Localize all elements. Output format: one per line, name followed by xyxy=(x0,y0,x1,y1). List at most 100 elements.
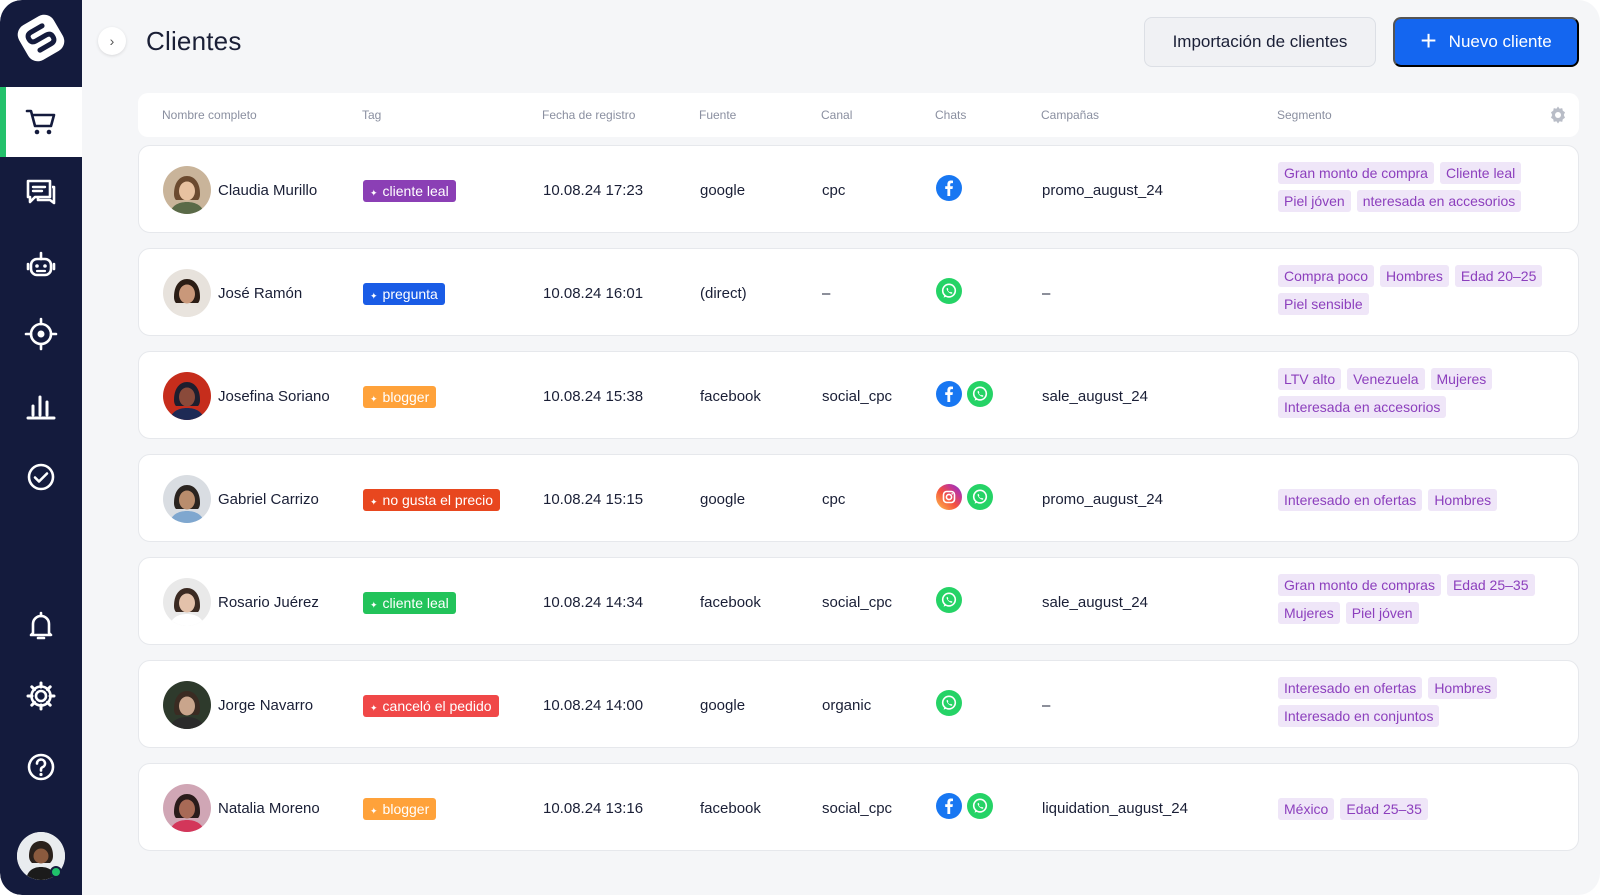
table-row[interactable]: Gabriel Carrizo ✦ no gusta el precio 10.08.… xyxy=(138,454,1579,542)
client-tag[interactable]: ✦ blogger xyxy=(363,798,437,820)
column-header-canal[interactable]: Canal xyxy=(821,108,853,122)
whatsapp-icon[interactable] xyxy=(967,484,993,510)
instagram-icon[interactable] xyxy=(936,484,962,510)
segment-chip[interactable]: Edad 20–25 xyxy=(1454,265,1543,287)
table-row[interactable]: Josefina Soriano ✦ blogger 10.08.24 15:38 fa… xyxy=(138,351,1579,439)
client-channel: social_cpc xyxy=(822,800,893,817)
pin-icon: ✦ xyxy=(370,497,378,507)
client-tag[interactable]: ✦ blogger xyxy=(363,386,437,408)
segment-chip[interactable]: Compra poco xyxy=(1278,265,1375,287)
segment-chip[interactable]: Edad 25–35 xyxy=(1340,798,1428,820)
nav-item-tasks[interactable] xyxy=(0,442,82,512)
whatsapp-icon[interactable] xyxy=(936,278,962,304)
client-name[interactable]: Josefina Soriano xyxy=(218,388,330,405)
registration-date: 10.08.24 16:01 xyxy=(543,285,644,302)
client-source: (direct) xyxy=(700,285,747,302)
segment-chip[interactable]: Interesado en ofertas xyxy=(1278,677,1423,699)
segment-chip[interactable]: Piel jóven xyxy=(1278,190,1351,212)
segment-chip[interactable]: Interesada en accesorios xyxy=(1278,396,1447,418)
online-status-dot xyxy=(50,866,62,878)
client-segments: LTV alto Venezuela Mujeres Interesada en ac… xyxy=(1278,368,1558,418)
segment-chip[interactable]: Gran monto de compras xyxy=(1278,574,1441,596)
segment-chip[interactable]: Piel jóven xyxy=(1345,602,1419,624)
whatsapp-icon[interactable] xyxy=(936,587,962,613)
column-header-chats[interactable]: Chats xyxy=(935,108,967,122)
segment-chip[interactable]: nteresada en accesorios xyxy=(1356,190,1522,212)
client-tag-label: cliente leal xyxy=(382,183,449,199)
segment-chip[interactable]: Gran monto de compra xyxy=(1278,162,1434,184)
column-header-source[interactable]: Fuente xyxy=(699,108,737,122)
pin-icon: ✦ xyxy=(370,291,378,301)
whatsapp-icon[interactable] xyxy=(936,690,962,716)
import-clients-button[interactable]: Importación de clientes xyxy=(1144,17,1376,67)
segment-chip[interactable]: Interesado en ofertas xyxy=(1278,489,1423,511)
table-row[interactable]: Rosario Juérez ✦ cliente leal 10.08.24 14:3… xyxy=(138,557,1579,645)
client-name[interactable]: Rosario Juérez xyxy=(218,594,319,611)
segment-chip[interactable]: Hombres xyxy=(1428,489,1498,511)
client-tag[interactable]: ✦ cliente leal xyxy=(363,592,456,614)
page-title: Clientes xyxy=(146,26,242,56)
segment-chip[interactable]: Cliente leal xyxy=(1439,162,1522,184)
client-channel: cpc xyxy=(822,491,846,508)
nav-item-help[interactable] xyxy=(0,732,82,802)
client-avatar xyxy=(163,475,211,523)
nav-item-notifications[interactable] xyxy=(0,591,82,661)
client-source: facebook xyxy=(700,800,761,817)
table-row[interactable]: Jorge Navarro ✦ canceló el pedido 10.08.24 … xyxy=(138,660,1579,748)
client-avatar xyxy=(163,784,211,832)
segment-chip[interactable]: Piel sensible xyxy=(1278,293,1369,315)
table-row[interactable]: José Ramón ✦ pregunta 10.08.24 16:01 (direct… xyxy=(138,248,1579,336)
segment-chip[interactable]: México xyxy=(1278,798,1335,820)
segment-chip[interactable]: Hombres xyxy=(1380,265,1449,287)
client-name[interactable]: Jorge Navarro xyxy=(218,697,314,714)
new-client-button[interactable]: + Nuevo cliente xyxy=(1393,17,1579,67)
nav-item-bots[interactable] xyxy=(0,230,82,300)
column-header-name[interactable]: Nombre completo xyxy=(162,108,257,122)
facebook-icon[interactable] xyxy=(936,175,962,201)
whatsapp-icon[interactable] xyxy=(967,793,993,819)
segment-chip[interactable]: Mujeres xyxy=(1430,368,1493,390)
segment-chip[interactable]: Edad 25–35 xyxy=(1446,574,1535,596)
nav-item-targeting[interactable] xyxy=(0,299,82,369)
segment-chip[interactable]: Hombres xyxy=(1428,677,1498,699)
client-campaign: sale_august_24 xyxy=(1042,594,1148,611)
segment-chip[interactable]: Mujeres xyxy=(1278,602,1340,624)
nav-item-settings[interactable] xyxy=(0,661,82,731)
client-chats xyxy=(936,484,993,510)
client-tag-label: no gusta el precio xyxy=(382,492,494,508)
column-header-campaigns[interactable]: Campañas xyxy=(1041,108,1100,122)
facebook-icon[interactable] xyxy=(936,381,962,407)
client-tag[interactable]: ✦ pregunta xyxy=(363,283,445,305)
nav-item-analytics[interactable] xyxy=(0,370,82,440)
column-header-date[interactable]: Fecha de registro xyxy=(542,108,636,122)
whatsapp-icon[interactable] xyxy=(967,381,993,407)
column-header-tag[interactable]: Tag xyxy=(362,108,382,122)
segment-chip[interactable]: LTV alto xyxy=(1278,368,1342,390)
client-channel: organic xyxy=(822,697,872,714)
client-name[interactable]: Gabriel Carrizo xyxy=(218,491,319,508)
registration-date: 10.08.24 14:00 xyxy=(543,697,644,714)
column-header-segment[interactable]: Segmento xyxy=(1277,108,1332,122)
facebook-icon[interactable] xyxy=(936,793,962,819)
table-row[interactable]: Claudia Murillo ✦ cliente leal 10.08.24 17:… xyxy=(138,145,1579,233)
client-chats xyxy=(936,587,962,613)
nav-item-chats[interactable] xyxy=(0,158,82,228)
nav-item-store[interactable] xyxy=(0,87,82,157)
segment-chip[interactable]: Venezuela xyxy=(1347,368,1425,390)
client-name[interactable]: José Ramón xyxy=(218,285,303,302)
gear-icon[interactable] xyxy=(1548,105,1568,125)
table-row[interactable]: Natalia Moreno ✦ blogger 10.08.24 13:16 face… xyxy=(138,763,1579,851)
sidebar-toggle-button[interactable]: › xyxy=(98,27,126,55)
app-logo[interactable] xyxy=(15,12,67,64)
chat-icon xyxy=(26,179,56,205)
segment-chip[interactable]: Interesado en conjuntos xyxy=(1278,705,1440,727)
pin-icon: ✦ xyxy=(370,188,378,198)
client-name[interactable]: Claudia Murillo xyxy=(218,182,318,199)
client-tag[interactable]: ✦ canceló el pedido xyxy=(363,695,499,717)
client-tag[interactable]: ✦ cliente leal xyxy=(363,180,456,202)
client-tag-label: pregunta xyxy=(382,286,438,302)
registration-date: 10.08.24 15:38 xyxy=(543,388,644,405)
client-name[interactable]: Natalia Moreno xyxy=(218,800,320,817)
client-tag[interactable]: ✦ no gusta el precio xyxy=(363,489,501,511)
